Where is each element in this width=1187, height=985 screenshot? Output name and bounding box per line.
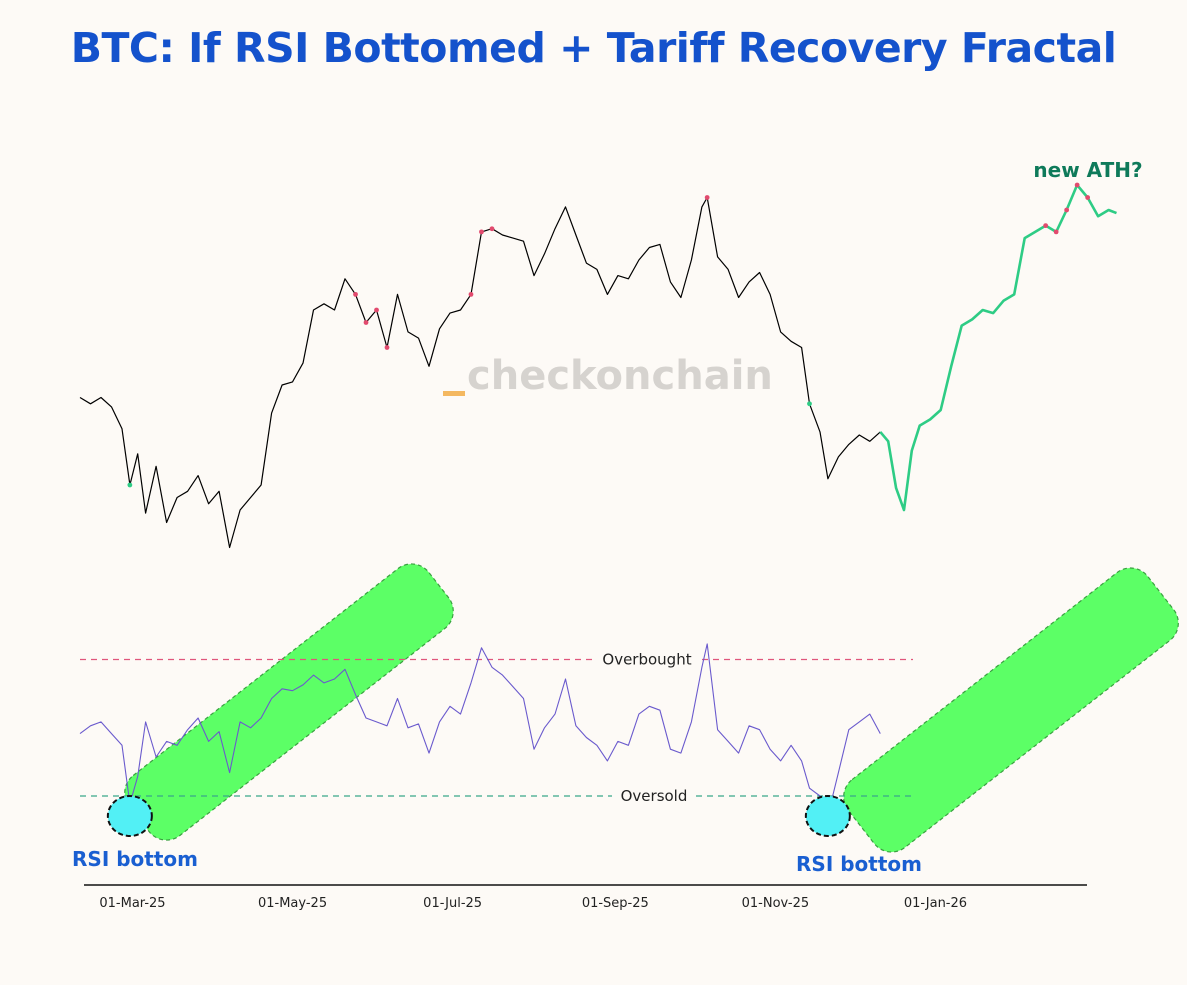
chart-title: BTC: If RSI Bottomed + Tariff Recovery F… [70, 24, 1117, 72]
projection-high-marker [1064, 207, 1070, 213]
price-high-marker [489, 226, 495, 232]
annotations: RSI bottom RSI bottom new ATH? [72, 158, 1143, 876]
reference-lines: Overbought Oversold [80, 651, 913, 805]
rsi-bottom-circle-1 [106, 795, 153, 837]
price-high-marker [704, 195, 710, 200]
projection-high-marker [1053, 229, 1059, 235]
watermark-text: checkonchain [467, 353, 773, 399]
rsi-line [79, 643, 881, 817]
price-high-marker [479, 229, 484, 235]
rsi-highlight-box-2 [843, 567, 1179, 853]
x-tick-label: 01-Jan-26 [904, 896, 967, 911]
price-low-marker [127, 482, 133, 488]
x-tick-label: 01-May-25 [258, 896, 327, 911]
markers [106, 182, 1091, 837]
rsi-highlight-box-1 [124, 563, 454, 841]
price-high-marker [468, 291, 474, 297]
projection-high-marker [1043, 223, 1049, 229]
new-ath-label: new ATH? [1033, 158, 1142, 182]
highlight-boxes [124, 563, 1179, 853]
price-high-marker [374, 307, 379, 313]
x-axis: 01-Mar-25 01-May-25 01-Jul-25 01-Sep-25 01-N… [84, 884, 1087, 911]
watermark: checkonchain [443, 353, 773, 399]
overbought-label: Overbought [602, 651, 691, 669]
projection-high-marker [1085, 195, 1091, 200]
rsi-bottom-label-2: RSI bottom [796, 852, 922, 876]
x-tick-label: 01-Nov-25 [742, 896, 810, 911]
price-low-marker [807, 401, 812, 407]
rsi-bottom-label-1: RSI bottom [72, 847, 198, 871]
watermark-underscore [443, 391, 465, 396]
price-high-marker [363, 320, 369, 325]
rsi-bottom-circle-2 [804, 795, 851, 837]
projection-high-marker [1074, 182, 1080, 188]
oversold-label: Oversold [621, 787, 688, 805]
x-tick-label: 01-Jul-25 [423, 896, 482, 911]
price-high-marker [353, 291, 358, 297]
x-tick-label: 01-Sep-25 [582, 896, 649, 911]
x-tick-label: 01-Mar-25 [99, 896, 165, 911]
projection-line [879, 183, 1117, 512]
price-high-marker [384, 345, 390, 350]
